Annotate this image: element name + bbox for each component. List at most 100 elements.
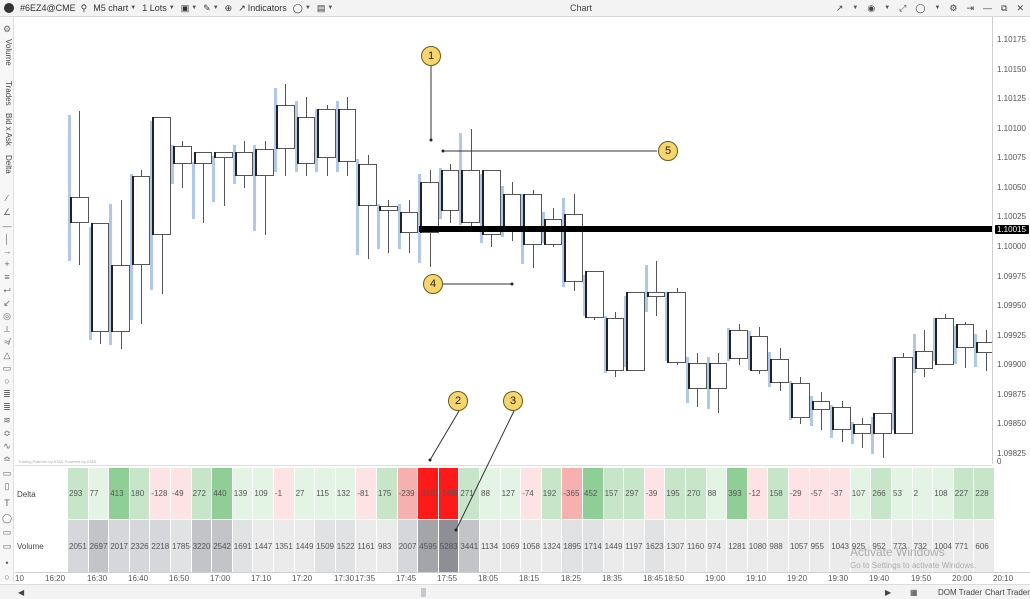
- time-axis[interactable]: 10 16:20 16:30 16:40 16:50 17:00 17:10 17:20 17:…: [15, 572, 1030, 584]
- pin-icon[interactable]: ⇥: [966, 2, 975, 13]
- crosshair-dropdown[interactable]: ◯ ▼: [293, 3, 311, 14]
- candle-body[interactable]: [708, 362, 728, 389]
- candle-body[interactable]: [729, 329, 748, 360]
- candle-body[interactable]: [935, 317, 954, 366]
- scroll-right-icon[interactable]: ▶: [885, 588, 892, 597]
- chevron-down-icon[interactable]: ▼: [934, 5, 941, 11]
- point-of-control-line[interactable]: [419, 226, 992, 233]
- candle-body[interactable]: [605, 317, 625, 372]
- triangle-tool-icon[interactable]: △: [3, 350, 11, 360]
- candle-body[interactable]: [461, 170, 480, 224]
- app-logo-icon[interactable]: [4, 3, 14, 13]
- candle-body[interactable]: [379, 205, 398, 212]
- candle-body[interactable]: [173, 146, 192, 165]
- horizontal-range-tool-icon[interactable]: ▭: [2, 468, 12, 478]
- ruler-tool-icon[interactable]: ⟂: [3, 324, 10, 334]
- candle-body[interactable]: [955, 323, 975, 348]
- rectangle-tool-icon[interactable]: ▭: [2, 363, 12, 373]
- scale-icon[interactable]: ↗: [835, 2, 844, 13]
- candle-body[interactable]: [296, 116, 316, 165]
- chevron-down-icon[interactable]: ▼: [852, 5, 859, 11]
- volume-profile-tool-icon[interactable]: ≋: [3, 415, 11, 425]
- candle-body[interactable]: [976, 341, 992, 354]
- candle-body[interactable]: [193, 152, 213, 165]
- search-icon[interactable]: ⚲: [80, 2, 88, 13]
- candle-body[interactable]: [914, 351, 934, 369]
- candle-body[interactable]: [111, 264, 130, 333]
- arrow-tool-icon[interactable]: ↙: [3, 298, 11, 308]
- candle-body[interactable]: [749, 335, 769, 372]
- candle-body[interactable]: [770, 359, 789, 383]
- minimize-icon[interactable]: —: [983, 3, 993, 13]
- candle-body[interactable]: [337, 108, 357, 162]
- candle-body[interactable]: [214, 152, 233, 159]
- trendline-tool-icon[interactable]: ∕: [6, 193, 8, 203]
- candle-body[interactable]: [523, 193, 542, 245]
- crosshair-tool-icon[interactable]: +: [4, 259, 10, 269]
- candle-body[interactable]: [832, 406, 851, 431]
- horizontal-scrollbar-thumb[interactable]: [421, 588, 426, 597]
- timeframe-dropdown[interactable]: M5 chart ▼: [93, 3, 136, 13]
- calendar-icon[interactable]: ▦: [910, 588, 918, 597]
- zoom-button[interactable]: ⊕: [225, 3, 233, 14]
- candle-body[interactable]: [358, 164, 377, 206]
- price-chart[interactable]: [15, 17, 992, 464]
- candle-body[interactable]: [317, 108, 336, 159]
- candle-body[interactable]: [852, 424, 872, 434]
- candle-body[interactable]: [255, 148, 274, 177]
- candle-body[interactable]: [90, 223, 110, 333]
- callout-tool-icon[interactable]: ▭: [2, 541, 12, 551]
- circle-icon[interactable]: ○: [4, 572, 10, 582]
- close-icon[interactable]: ✕: [1016, 2, 1024, 13]
- tag-tool-icon[interactable]: ◯: [1, 513, 13, 523]
- candle-body[interactable]: [420, 181, 439, 233]
- restore-icon[interactable]: ⧉: [1001, 2, 1008, 13]
- price-axis[interactable]: 1.10175 1.10150 1.10125 1.10100 1.10075 1.100…: [992, 17, 1030, 466]
- pitchfork-tool-icon[interactable]: ⮠: [3, 285, 11, 295]
- circle-icon[interactable]: ◯: [915, 2, 926, 13]
- tab-volume[interactable]: Volume: [1, 39, 13, 66]
- fib-retracement-tool-icon[interactable]: ≣: [3, 389, 11, 399]
- cluster-tool-icon[interactable]: ≎: [3, 428, 11, 438]
- fullscreen-icon[interactable]: ⤢: [899, 2, 907, 13]
- chart-template-dropdown[interactable]: ▣ ▼: [181, 3, 197, 14]
- tab-bid-ask[interactable]: Bid x Ask: [1, 113, 13, 146]
- candle-body[interactable]: [585, 270, 604, 318]
- wave-tool-icon[interactable]: ∿: [3, 441, 11, 451]
- symbol-selector[interactable]: #6EZ4@CME ⚲: [20, 3, 87, 14]
- candle-body[interactable]: [646, 291, 666, 297]
- candle-body[interactable]: [399, 211, 419, 233]
- settings-gear-icon[interactable]: ⚙: [2, 24, 12, 34]
- candle-body[interactable]: [276, 105, 295, 149]
- fib-extension-tool-icon[interactable]: ≣: [3, 402, 11, 412]
- dom-trader-button[interactable]: DOM Trader: [938, 588, 983, 597]
- candle-body[interactable]: [811, 400, 831, 411]
- screenshot-icon[interactable]: ◉: [867, 2, 876, 13]
- candle-body[interactable]: [234, 152, 254, 176]
- candle-body[interactable]: [626, 291, 645, 372]
- text-tool-icon[interactable]: T: [4, 498, 10, 508]
- vertical-range-tool-icon[interactable]: ▯: [4, 481, 10, 491]
- tab-delta[interactable]: Delta: [1, 155, 13, 174]
- tab-trades[interactable]: Trades: [1, 81, 13, 106]
- indicators-button[interactable]: ↗ Indicators: [238, 3, 287, 14]
- candle-body[interactable]: [440, 170, 460, 212]
- candle-body[interactable]: [502, 193, 522, 227]
- fibonacci-tool-icon[interactable]: ≡: [4, 272, 10, 282]
- candle-body[interactable]: [873, 412, 892, 434]
- candle-body[interactable]: [791, 383, 810, 419]
- drawing-tools-dropdown[interactable]: ✎ ▼: [203, 3, 219, 14]
- candle-body[interactable]: [564, 213, 583, 283]
- candle-body[interactable]: [894, 356, 913, 434]
- candle-body[interactable]: [688, 362, 707, 389]
- chart-trader-button[interactable]: Chart Trader: [985, 588, 1030, 597]
- lots-dropdown[interactable]: 1 Lots ▼: [142, 3, 174, 13]
- market-profile-tool-icon[interactable]: ≏: [3, 454, 11, 464]
- ellipse-tool-icon[interactable]: ○: [4, 376, 10, 386]
- ray-tool-icon[interactable]: →: [2, 246, 12, 256]
- horizontal-line-tool-icon[interactable]: —: [2, 221, 12, 231]
- scroll-left-icon[interactable]: ◀: [18, 588, 25, 597]
- vertical-line-tool-icon[interactable]: │: [4, 234, 10, 244]
- dot-icon[interactable]: •: [5, 558, 9, 568]
- settings-gear-icon[interactable]: ⚙: [949, 2, 958, 13]
